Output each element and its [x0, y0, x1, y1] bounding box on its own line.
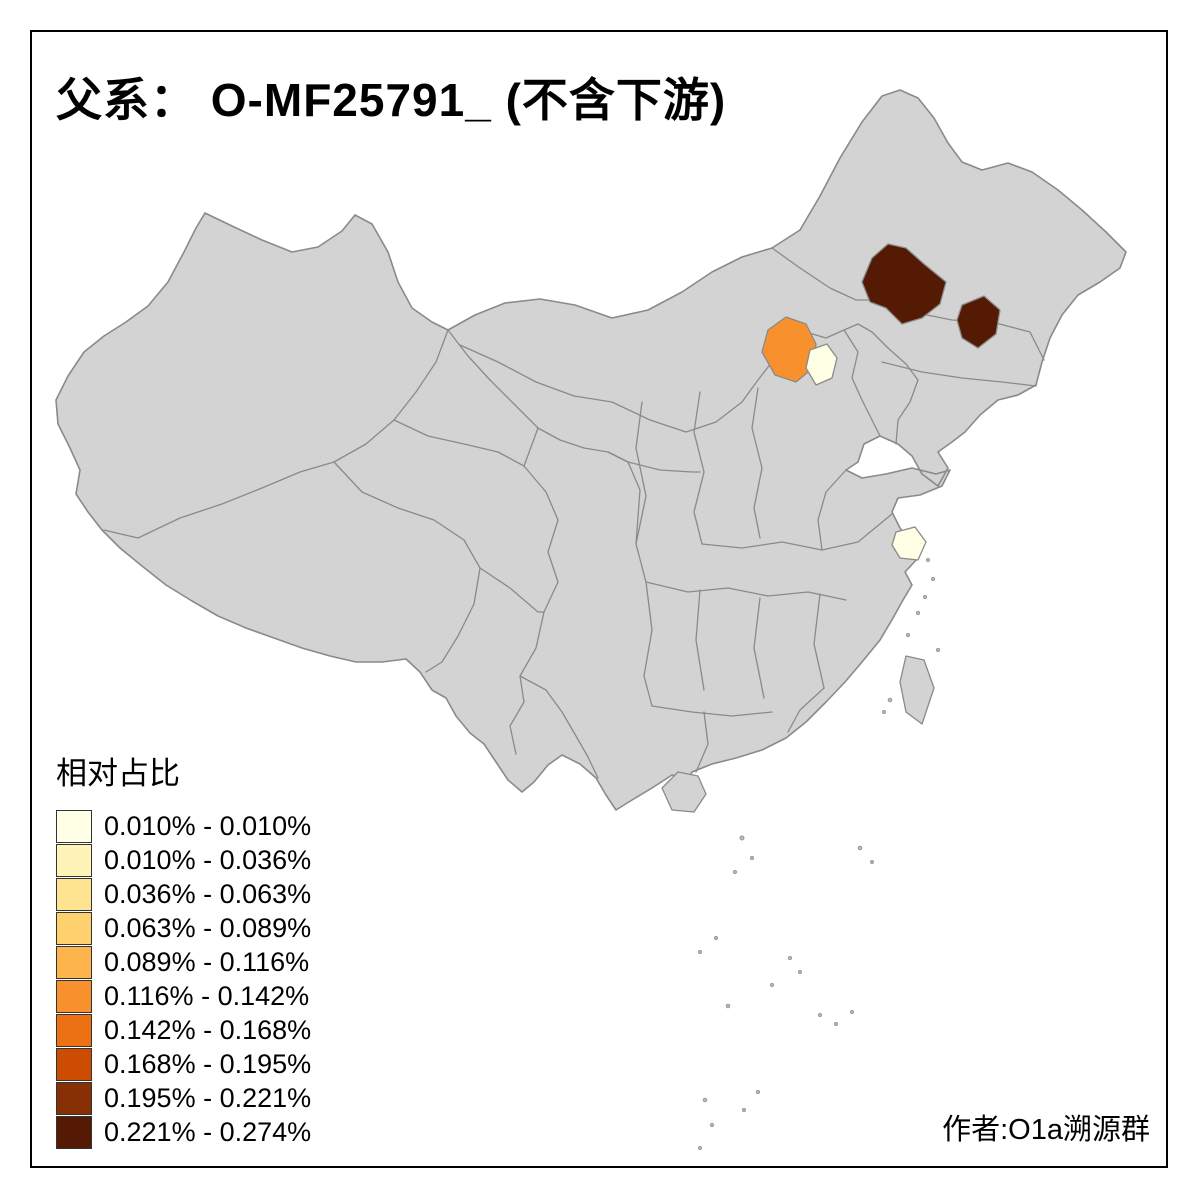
- legend-item-label: 0.195% - 0.221%: [104, 1082, 312, 1113]
- legend-swatch: [56, 945, 92, 979]
- region-east-shanghai-area: [891, 526, 927, 561]
- taiwan-island: [899, 655, 935, 725]
- legend-item-label: 0.010% - 0.036%: [104, 844, 312, 875]
- legend-swatch: [56, 1013, 92, 1047]
- legend-swatch: [56, 843, 92, 877]
- hainan-island: [661, 771, 707, 813]
- legend-item: 0.010% - 0.036%: [56, 843, 311, 877]
- plot-title: 父系： O-MF25791_ (不含下游): [56, 74, 727, 126]
- legend-item-label: 0.116% - 0.142%: [104, 980, 310, 1011]
- legend-item: 0.010% - 0.010%: [56, 809, 311, 843]
- legend-item-label: 0.010% - 0.010%: [104, 810, 312, 841]
- legend-item-label: 0.142% - 0.168%: [104, 1014, 312, 1045]
- legend-item: 0.195% - 0.221%: [56, 1081, 311, 1115]
- province-borders: [103, 247, 1045, 779]
- mainland-shape: [55, 89, 1127, 811]
- legend-swatch: [56, 877, 92, 911]
- legend-swatch: [56, 911, 92, 945]
- legend-title: 相对占比: [56, 756, 180, 791]
- legend-item-label: 0.036% - 0.063%: [104, 878, 312, 909]
- region-northeast-inner-mongolia-east: [861, 243, 947, 325]
- mainland-path: [55, 89, 1127, 811]
- legend: 相对占比 0.010% - 0.010% 0.010% - 0.036% 0.0…: [56, 748, 311, 1149]
- islands: [661, 655, 935, 813]
- attribution-text: 作者:O1a溯源群: [942, 1114, 1150, 1146]
- legend-item-label: 0.089% - 0.116%: [104, 946, 310, 977]
- legend-item-label: 0.168% - 0.195%: [104, 1048, 312, 1079]
- legend-item-label: 0.063% - 0.089%: [104, 912, 312, 943]
- legend-swatch: [56, 1081, 92, 1115]
- region-northeast-liaoning-east: [956, 295, 1001, 349]
- legend-item: 0.089% - 0.116%: [56, 945, 311, 979]
- legend-item: 0.116% - 0.142%: [56, 979, 311, 1013]
- highlight-regions: [761, 243, 1001, 561]
- legend-item: 0.063% - 0.089%: [56, 911, 311, 945]
- sea-islets: [697, 557, 941, 1151]
- legend-item: 0.221% - 0.274%: [56, 1115, 311, 1149]
- legend-swatch: [56, 1115, 92, 1149]
- legend-item: 0.142% - 0.168%: [56, 1013, 311, 1047]
- legend-swatch: [56, 809, 92, 843]
- legend-swatch: [56, 1047, 92, 1081]
- region-north-tianjin-area: [805, 343, 838, 386]
- legend-item-label: 0.221% - 0.274%: [104, 1116, 312, 1147]
- legend-item: 0.036% - 0.063%: [56, 877, 311, 911]
- legend-swatch: [56, 979, 92, 1013]
- legend-item: 0.168% - 0.195%: [56, 1047, 311, 1081]
